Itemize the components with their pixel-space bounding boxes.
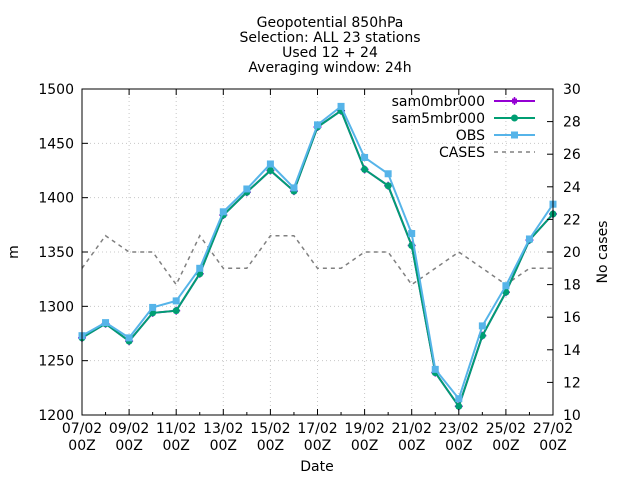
- legend-marker-obs: [511, 131, 518, 139]
- title-line-3: Used 12 + 24: [282, 45, 378, 61]
- point-obs: [243, 185, 251, 193]
- legend-label-obs: OBS: [456, 128, 485, 144]
- y-tick-label: 1350: [38, 245, 74, 261]
- title-line-2: Selection: ALL 23 stations: [239, 30, 420, 46]
- y2-tick-label: 26: [563, 147, 581, 163]
- legend-marker-sam0mbr000: [510, 97, 519, 105]
- point-obs: [337, 102, 345, 110]
- point-obs: [361, 153, 369, 161]
- point-obs: [478, 322, 486, 330]
- y-tick-label: 1450: [38, 136, 74, 152]
- point-obs: [408, 230, 416, 238]
- y-tick-label: 1400: [38, 191, 74, 207]
- x-tick-label: 17/02 00Z: [297, 421, 337, 454]
- point-obs: [290, 184, 298, 192]
- point-sam5mbr000: [172, 307, 180, 315]
- y-axis: 1200 1250 1300 1350 1400 1450 1500: [38, 82, 88, 424]
- legend-marker-sam5mbr000: [511, 114, 518, 122]
- point-obs: [219, 208, 227, 216]
- point-sam5mbr000: [384, 182, 392, 190]
- data-series: [78, 102, 557, 411]
- point-obs: [384, 170, 392, 178]
- chart-title: Geopotential 850hPa Selection: ALL 23 st…: [239, 15, 420, 76]
- point-obs: [431, 365, 439, 373]
- x-tick-label: 07/02 00Z: [62, 421, 102, 454]
- cases-series: [81, 234, 553, 287]
- x-tick-label: 11/02 00Z: [156, 421, 196, 454]
- x-tick-label: 13/02 00Z: [203, 421, 243, 454]
- y2-axis: 10 12 14 16 18 20 22 24 26 28 30: [547, 82, 581, 424]
- y2-tick-label: 20: [563, 245, 581, 261]
- y-tick-label: 1200: [38, 408, 74, 424]
- y2-tick-label: 18: [563, 278, 581, 294]
- point-obs: [149, 303, 157, 311]
- point-obs: [172, 297, 180, 305]
- y-axis-label: m: [6, 245, 22, 259]
- point-obs: [455, 395, 463, 403]
- y2-tick-label: 16: [563, 310, 581, 326]
- x-tick-label: 23/02 00Z: [439, 421, 479, 454]
- y-tick-label: 1250: [38, 354, 74, 370]
- legend-label-cases: CASES: [439, 145, 485, 161]
- y2-tick-label: 24: [563, 180, 581, 196]
- series-line-cases: [81, 234, 553, 287]
- point-sam5mbr000: [266, 167, 274, 174]
- legend-label-sam0mbr000: sam0mbr000: [392, 94, 485, 110]
- point-sam5mbr000: [455, 402, 463, 410]
- x-tick-label: 09/02 00Z: [109, 421, 149, 454]
- point-obs: [525, 235, 533, 243]
- x-tick-label: 21/02 00Z: [392, 421, 432, 454]
- y2-tick-label: 12: [563, 375, 581, 391]
- y-tick-label: 1300: [38, 299, 74, 315]
- y2-tick-label: 28: [563, 115, 581, 131]
- y-tick-label: 1500: [38, 82, 74, 98]
- title-line-1: Geopotential 850hPa: [257, 15, 404, 31]
- point-obs: [502, 282, 510, 290]
- point-sam5mbr000: [361, 165, 369, 173]
- x-tick-label: 27/02 00Z: [533, 421, 573, 454]
- x-tick-label: 19/02 00Z: [344, 421, 384, 454]
- y2-tick-label: 22: [563, 212, 581, 228]
- point-obs: [314, 121, 321, 129]
- x-tick-label: 25/02 00Z: [486, 421, 526, 454]
- point-obs: [196, 264, 204, 272]
- y2-tick-label: 14: [563, 343, 581, 359]
- point-obs: [102, 319, 110, 327]
- point-obs: [125, 334, 133, 342]
- point-obs: [266, 160, 274, 168]
- legend-label-sam5mbr000: sam5mbr000: [392, 111, 485, 127]
- y2-axis-label: No cases: [595, 221, 611, 284]
- title-line-4: Averaging window: 24h: [248, 60, 411, 76]
- x-tick-label: 15/02 00Z: [250, 421, 290, 454]
- y2-tick-label: 30: [563, 82, 581, 98]
- y2-tick-label: 10: [563, 408, 581, 424]
- x-axis-label: Date: [300, 459, 333, 475]
